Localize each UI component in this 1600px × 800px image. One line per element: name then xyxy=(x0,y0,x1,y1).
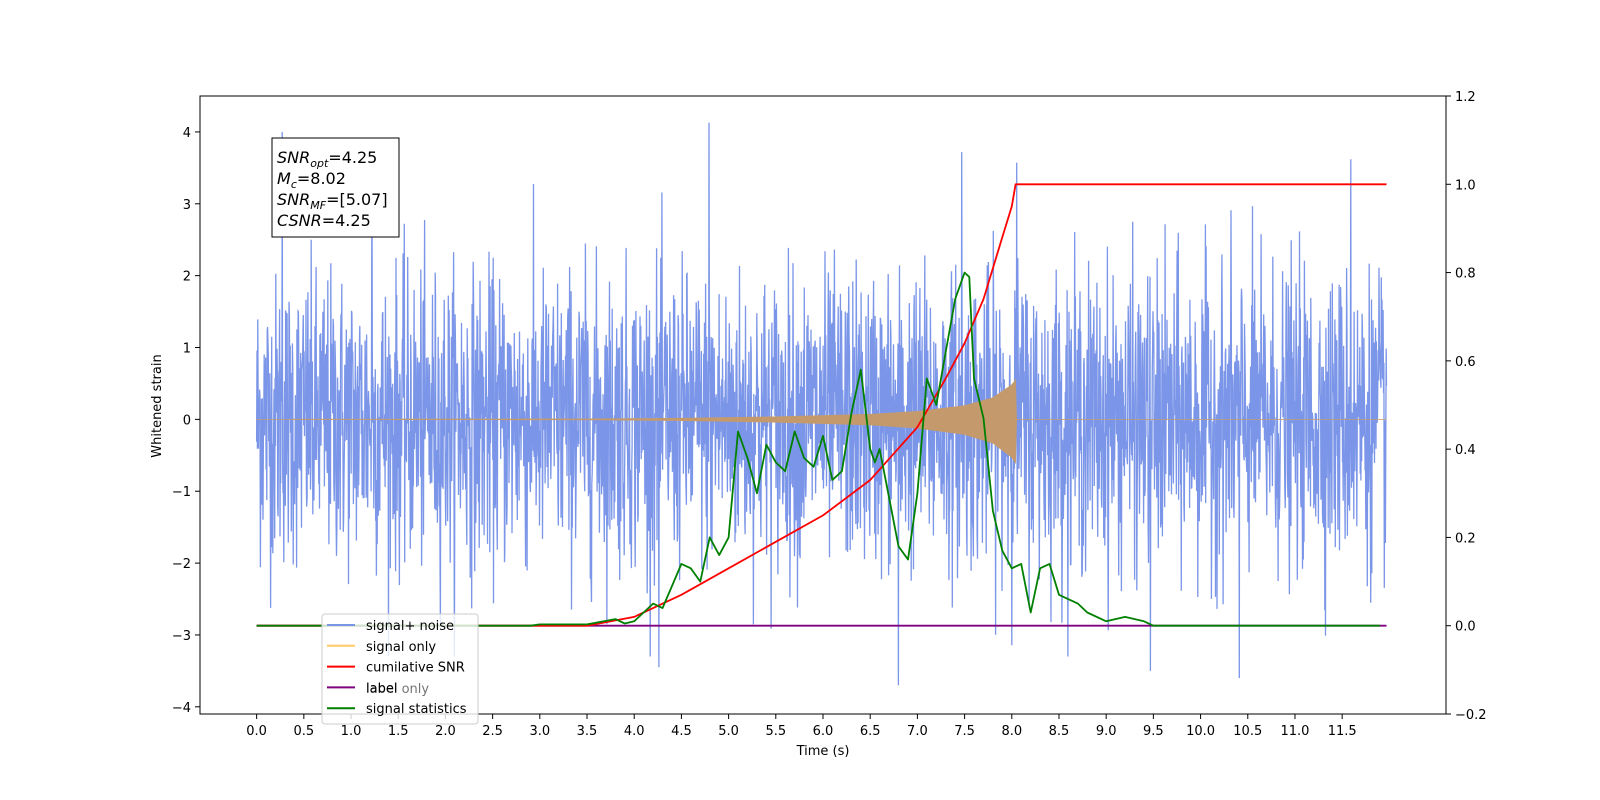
y-right-tick-label: 1.0 xyxy=(1455,178,1476,193)
y-right-tick-label: 0.2 xyxy=(1455,531,1476,546)
x-tick-label: 2.5 xyxy=(482,724,503,739)
x-tick-label: 1.5 xyxy=(388,724,409,739)
y-right-tick-label: 0.6 xyxy=(1455,355,1476,370)
y-left-tick-label: −3 xyxy=(172,629,191,644)
y-right-tick-label: 1.2 xyxy=(1455,90,1476,105)
y-left-tick-label: 4 xyxy=(183,126,191,141)
x-tick-label: 10.5 xyxy=(1233,724,1262,739)
x-tick-label: 3.5 xyxy=(577,724,598,739)
x-tick-label: 4.0 xyxy=(624,724,645,739)
legend-entry-label: signal statistics xyxy=(366,702,467,717)
x-tick-label: 1.0 xyxy=(341,724,362,739)
series-signal-only xyxy=(256,378,1387,465)
y-right-tick-label: 0.8 xyxy=(1455,267,1476,282)
x-tick-label: 7.5 xyxy=(954,724,975,739)
x-axis-label: Time (s) xyxy=(796,744,850,759)
legend-entry-label: cumilative SNR xyxy=(366,661,465,676)
y-left-tick-label: 0 xyxy=(183,413,191,428)
legend-entry-label: signal+ noise xyxy=(366,619,454,634)
x-tick-label: 8.5 xyxy=(1049,724,1070,739)
y-left-tick-label: −4 xyxy=(172,701,191,716)
series-signal-statistics xyxy=(256,271,1380,627)
x-tick-label: 6.0 xyxy=(813,724,834,739)
x-tick-label: 0.5 xyxy=(293,724,314,739)
legend-entry-label: signal only xyxy=(366,640,436,655)
y-left-tick-label: −2 xyxy=(172,557,191,572)
x-tick-label: 9.0 xyxy=(1096,724,1117,739)
x-tick-label: 0.0 xyxy=(246,724,267,739)
x-tick-label: 11.5 xyxy=(1328,724,1357,739)
y-right-tick-label: 0.4 xyxy=(1455,443,1476,458)
x-tick-label: 7.0 xyxy=(907,724,928,739)
series-signal-noise xyxy=(255,122,1388,686)
stats-line: SNRMF=[5.07] xyxy=(277,190,388,212)
x-tick-label: 6.5 xyxy=(860,724,881,739)
y-left-tick-label: 1 xyxy=(183,342,191,357)
axes: 0.0 0.5 1.0 1.5 2.0 2.5 3.0 3.5 4.0 4.5 5.0 5.5 6.0 6… xyxy=(172,90,1487,739)
legend: label only signal+ noise signal only cumila… xyxy=(321,613,479,725)
x-tick-label: 3.0 xyxy=(529,724,550,739)
x-tick-label: 2.0 xyxy=(435,724,456,739)
stats-line: SNRopt=4.25 xyxy=(277,148,377,170)
x-tick-label: 10.0 xyxy=(1186,724,1215,739)
x-tick-label: 9.5 xyxy=(1143,724,1164,739)
y-right-tick-label: −0.2 xyxy=(1455,708,1487,723)
stats-box-frame xyxy=(271,137,400,238)
x-tick-label: 4.5 xyxy=(671,724,692,739)
stats-line: CSNR=4.25 xyxy=(277,211,371,230)
y-left-tick-label: 3 xyxy=(183,198,191,213)
x-tick-label: 5.0 xyxy=(718,724,739,739)
stats-line: Mc=8.02 xyxy=(277,169,346,191)
x-tick-label: 5.5 xyxy=(765,724,786,739)
y-left-tick-label: 2 xyxy=(183,270,191,285)
y-right-tick-label: 0.0 xyxy=(1455,620,1476,635)
x-tick-label: 8.0 xyxy=(1001,724,1022,739)
legend-entry-label: label xyxy=(366,681,397,696)
x-tick-label: 11.0 xyxy=(1280,724,1309,739)
legend-ghost-text: label only xyxy=(366,682,429,697)
legend-frame xyxy=(321,613,479,725)
y-axis-label: Whitened strain xyxy=(150,354,165,457)
y-left-tick-label: −1 xyxy=(172,485,191,500)
